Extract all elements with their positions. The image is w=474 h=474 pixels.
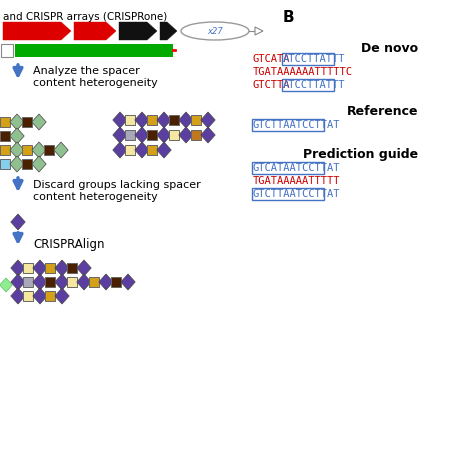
Polygon shape	[74, 22, 116, 40]
Text: GTCATA: GTCATA	[253, 54, 291, 64]
Bar	[169, 115, 179, 125]
Text: GTCATAATCCTTAT: GTCATAATCCTTAT	[253, 163, 340, 173]
Polygon shape	[11, 274, 25, 290]
Bar	[44, 145, 54, 155]
Text: and CRISPR arrays (CRISPRone): and CRISPR arrays (CRISPRone)	[3, 12, 167, 22]
Polygon shape	[55, 260, 69, 276]
Polygon shape	[33, 274, 47, 290]
Bar	[0, 117, 10, 127]
Polygon shape	[113, 127, 127, 143]
Bar	[191, 130, 201, 140]
Polygon shape	[135, 127, 149, 143]
Polygon shape	[33, 260, 47, 276]
Polygon shape	[201, 112, 215, 128]
Polygon shape	[10, 142, 24, 158]
Polygon shape	[32, 142, 46, 158]
Polygon shape	[32, 156, 46, 172]
Text: GTCTTAATCCTTAT: GTCTTAATCCTTAT	[253, 189, 340, 199]
Polygon shape	[55, 288, 69, 304]
Polygon shape	[10, 128, 24, 144]
Bar	[0, 131, 10, 141]
Polygon shape	[32, 114, 46, 130]
Bar	[15, 44, 173, 57]
Polygon shape	[77, 260, 91, 276]
Polygon shape	[113, 142, 127, 158]
Polygon shape	[179, 112, 193, 128]
Polygon shape	[113, 112, 127, 128]
Text: Discard groups lacking spacer
content heterogeneity: Discard groups lacking spacer content he…	[33, 180, 201, 201]
Polygon shape	[77, 274, 91, 290]
Bar	[191, 115, 201, 125]
Text: GTCTTA: GTCTTA	[253, 80, 291, 90]
Text: Analyze the spacer
content heterogeneity: Analyze the spacer content heterogeneity	[33, 66, 158, 88]
Polygon shape	[55, 274, 69, 290]
Bar	[45, 277, 55, 287]
Polygon shape	[99, 274, 113, 290]
Polygon shape	[160, 22, 177, 40]
Polygon shape	[179, 127, 193, 143]
Polygon shape	[33, 288, 47, 304]
Text: Reference: Reference	[346, 105, 418, 118]
Text: De novo: De novo	[361, 42, 418, 55]
Polygon shape	[10, 114, 24, 130]
Polygon shape	[3, 22, 71, 40]
Polygon shape	[201, 127, 215, 143]
Bar	[67, 263, 77, 273]
Bar	[23, 277, 33, 287]
Bar	[22, 145, 32, 155]
Polygon shape	[157, 112, 171, 128]
Polygon shape	[11, 260, 25, 276]
Polygon shape	[119, 22, 157, 40]
Text: CRISPRAlign: CRISPRAlign	[33, 238, 104, 251]
Polygon shape	[121, 274, 135, 290]
Text: x27: x27	[207, 27, 223, 36]
Text: TGATAAAAATTTTT: TGATAAAAATTTTT	[253, 176, 340, 186]
Polygon shape	[255, 27, 263, 35]
Bar	[45, 263, 55, 273]
Bar	[147, 145, 157, 155]
Polygon shape	[157, 142, 171, 158]
Bar	[22, 117, 32, 127]
Polygon shape	[0, 278, 12, 292]
Bar	[125, 130, 135, 140]
Bar	[67, 277, 77, 287]
Bar	[23, 263, 33, 273]
Bar	[23, 291, 33, 301]
Bar	[89, 277, 99, 287]
Polygon shape	[10, 156, 24, 172]
Text: ATCCTTATTT: ATCCTTATTT	[283, 54, 346, 64]
Bar	[111, 277, 121, 287]
Polygon shape	[135, 142, 149, 158]
Text: Prediction guide: Prediction guide	[303, 148, 418, 161]
Bar	[1, 44, 13, 57]
Bar	[45, 291, 55, 301]
Polygon shape	[54, 142, 68, 158]
Bar	[147, 115, 157, 125]
Bar	[22, 159, 32, 169]
Bar	[125, 115, 135, 125]
Bar	[147, 130, 157, 140]
Bar	[0, 159, 10, 169]
Polygon shape	[135, 112, 149, 128]
Bar	[125, 145, 135, 155]
Ellipse shape	[181, 22, 249, 40]
Text: B: B	[283, 10, 295, 25]
Text: ATCCTTATTT: ATCCTTATTT	[283, 80, 346, 90]
Polygon shape	[11, 214, 25, 230]
Text: GTCTTAATCCTTAT: GTCTTAATCCTTAT	[253, 120, 340, 130]
Bar	[0, 145, 10, 155]
Text: TGATAAAAAATTTTTC: TGATAAAAAATTTTTC	[253, 67, 353, 77]
Polygon shape	[11, 288, 25, 304]
Polygon shape	[157, 127, 171, 143]
Bar	[169, 130, 179, 140]
